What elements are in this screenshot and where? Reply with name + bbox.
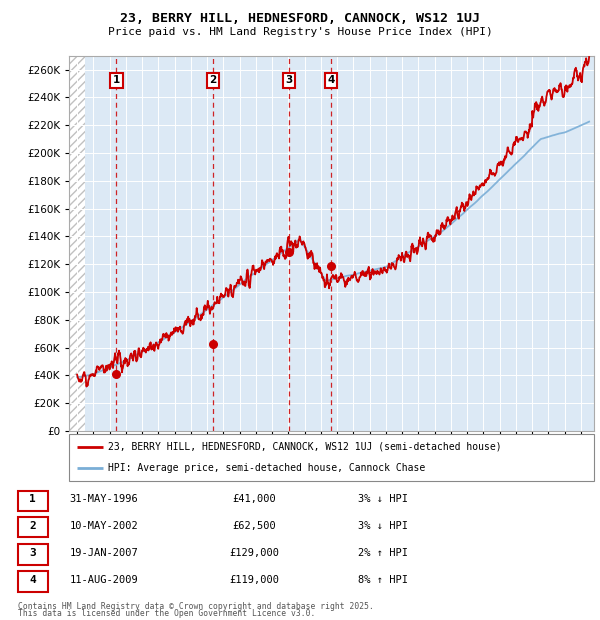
- Text: 10-MAY-2002: 10-MAY-2002: [70, 521, 139, 531]
- Text: 19-JAN-2007: 19-JAN-2007: [70, 547, 139, 558]
- Text: 4: 4: [29, 575, 36, 585]
- Text: £129,000: £129,000: [229, 547, 279, 558]
- Text: 4: 4: [327, 75, 335, 85]
- Text: Contains HM Land Registry data © Crown copyright and database right 2025.: Contains HM Land Registry data © Crown c…: [18, 602, 374, 611]
- Text: Price paid vs. HM Land Registry's House Price Index (HPI): Price paid vs. HM Land Registry's House …: [107, 27, 493, 37]
- Text: 2: 2: [29, 521, 36, 531]
- Text: 3% ↓ HPI: 3% ↓ HPI: [358, 494, 407, 505]
- FancyBboxPatch shape: [18, 517, 48, 538]
- Text: 23, BERRY HILL, HEDNESFORD, CANNOCK, WS12 1UJ (semi-detached house): 23, BERRY HILL, HEDNESFORD, CANNOCK, WS1…: [109, 441, 502, 451]
- Text: This data is licensed under the Open Government Licence v3.0.: This data is licensed under the Open Gov…: [18, 609, 316, 618]
- FancyBboxPatch shape: [18, 572, 48, 592]
- Text: HPI: Average price, semi-detached house, Cannock Chase: HPI: Average price, semi-detached house,…: [109, 463, 425, 473]
- Bar: [69, 56, 85, 431]
- Text: 3: 3: [286, 75, 293, 85]
- Text: 1: 1: [29, 494, 36, 505]
- Text: 2% ↑ HPI: 2% ↑ HPI: [358, 547, 407, 558]
- Text: 1: 1: [113, 75, 120, 85]
- FancyBboxPatch shape: [18, 544, 48, 565]
- Text: £41,000: £41,000: [232, 494, 276, 505]
- Text: 3% ↓ HPI: 3% ↓ HPI: [358, 521, 407, 531]
- FancyBboxPatch shape: [18, 491, 48, 512]
- Text: £119,000: £119,000: [229, 575, 279, 585]
- Text: 2: 2: [209, 75, 217, 85]
- Text: £62,500: £62,500: [232, 521, 276, 531]
- FancyBboxPatch shape: [69, 434, 594, 481]
- Text: 8% ↑ HPI: 8% ↑ HPI: [358, 575, 407, 585]
- Text: 3: 3: [29, 547, 36, 558]
- Text: 11-AUG-2009: 11-AUG-2009: [70, 575, 139, 585]
- Text: 23, BERRY HILL, HEDNESFORD, CANNOCK, WS12 1UJ: 23, BERRY HILL, HEDNESFORD, CANNOCK, WS1…: [120, 12, 480, 25]
- Text: 31-MAY-1996: 31-MAY-1996: [70, 494, 139, 505]
